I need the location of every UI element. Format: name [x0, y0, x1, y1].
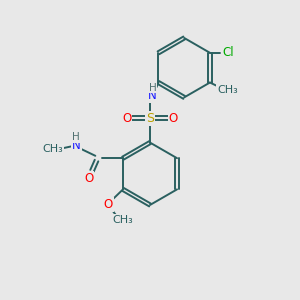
Text: O: O	[104, 198, 113, 211]
Text: Cl: Cl	[223, 46, 234, 59]
Text: O: O	[84, 172, 93, 185]
Text: H: H	[148, 82, 156, 93]
Text: N: N	[72, 139, 81, 152]
Text: N: N	[148, 89, 157, 102]
Text: CH₃: CH₃	[112, 215, 133, 225]
Text: O: O	[169, 112, 178, 125]
Text: O: O	[122, 112, 131, 125]
Text: S: S	[146, 112, 154, 125]
Text: CH₃: CH₃	[218, 85, 238, 95]
Text: H: H	[72, 132, 80, 142]
Text: CH₃: CH₃	[43, 144, 64, 154]
